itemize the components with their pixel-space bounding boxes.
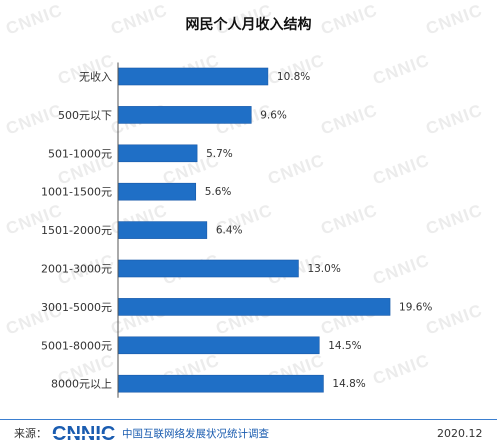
- value-label-5: 6.4%: [216, 225, 243, 237]
- category-label-5: 1501-2000元: [41, 224, 112, 237]
- chart-plot: 无收入 10.8% 500元以下 9.6% 501-1000元 5.7% 1001-1500…: [41, 62, 432, 398]
- report-date: 2020.12: [437, 427, 483, 440]
- value-label-8: 14.5%: [328, 340, 361, 352]
- category-label-6: 2001-3000元: [41, 263, 112, 276]
- value-label-2: 9.6%: [260, 109, 287, 121]
- source-name: 中国互联网络发展状况统计调查: [122, 428, 269, 440]
- cnnic-logo: CNNIC: [52, 423, 116, 445]
- category-label-3: 501-1000元: [48, 147, 112, 160]
- category-label-7: 3001-5000元: [41, 301, 112, 314]
- value-label-4: 5.6%: [205, 186, 232, 198]
- category-label-8: 5001-8000元: [41, 339, 112, 352]
- income-bar-1: [117, 67, 269, 86]
- footer-divider: [0, 419, 497, 420]
- income-bar-6: [117, 259, 299, 278]
- value-label-1: 10.8%: [277, 71, 310, 83]
- income-bar-3: [117, 144, 198, 163]
- category-label-1: 无收入: [79, 70, 112, 84]
- source-label: 来源：: [14, 427, 47, 440]
- footer: 来源： CNNIC 中国互联网络发展状况统计调查 2020.12: [0, 421, 497, 447]
- income-bar-5: [117, 221, 208, 239]
- value-label-3: 5.7%: [206, 148, 233, 160]
- income-bar-9: [117, 374, 324, 393]
- category-label-4: 1001-1500元: [41, 186, 112, 199]
- value-label-7: 19.6%: [399, 301, 432, 313]
- value-label-9: 14.8%: [332, 378, 365, 390]
- income-bar-7: [117, 298, 391, 316]
- category-label-2: 500元以下: [58, 109, 112, 122]
- income-bar-8: [117, 336, 320, 355]
- category-label-9: 8000元以上: [51, 378, 112, 391]
- value-label-6: 13.0%: [307, 263, 340, 275]
- chart-title: 网民个人月收入结构: [185, 17, 312, 33]
- income-bar-4: [117, 182, 197, 201]
- income-bar-2: [117, 106, 252, 124]
